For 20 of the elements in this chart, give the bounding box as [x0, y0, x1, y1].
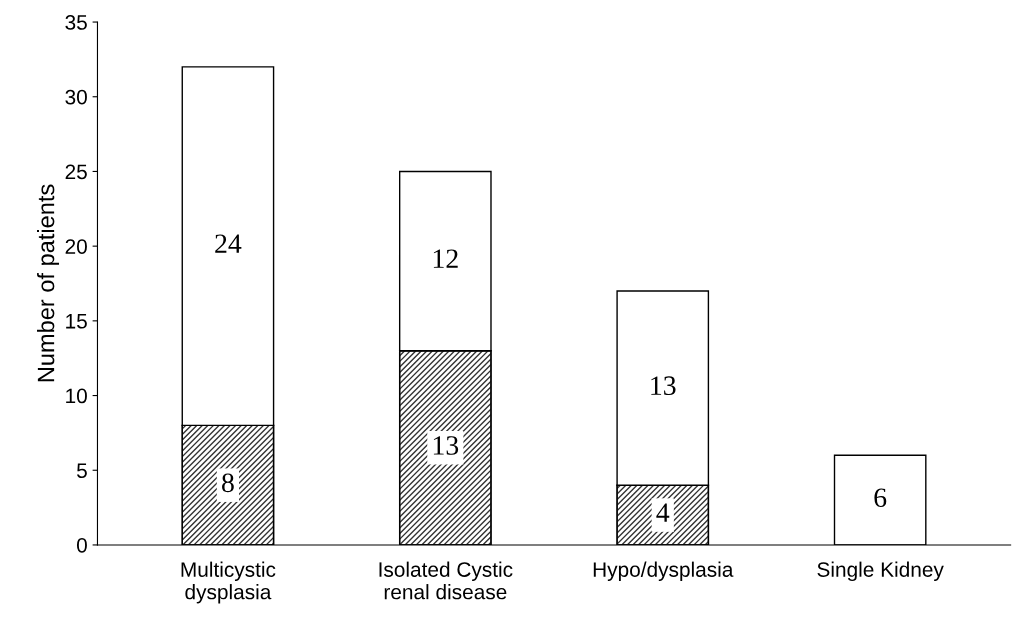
data-label: 4 — [656, 503, 670, 522]
x-tick-label: Isolated Cystic renal disease — [379, 561, 513, 600]
y-tick-label: 5 — [77, 463, 87, 478]
data-label: 6 — [874, 488, 887, 508]
x-tick-label: Multicystic dysplasia — [181, 561, 276, 604]
data-label: 8 — [222, 473, 234, 493]
y-tick-label: 15 — [66, 314, 87, 329]
data-label: 24 — [215, 234, 242, 253]
data-label: 13 — [433, 436, 459, 455]
x-tick-label: Single Kidney — [817, 561, 944, 582]
y-tick-label: 20 — [65, 239, 87, 254]
y-tick-label: 10 — [66, 388, 87, 404]
y-axis-title: Number of patients — [37, 184, 60, 382]
data-label: 13 — [651, 376, 676, 396]
y-tick-label: 25 — [65, 164, 87, 180]
y-tick-label: 35 — [65, 15, 87, 30]
y-tick-label: 30 — [65, 89, 87, 105]
data-label: 12 — [433, 249, 458, 268]
y-tick-label: 0 — [76, 537, 87, 553]
x-tick-label: Hypo/dysplasia — [593, 561, 734, 582]
